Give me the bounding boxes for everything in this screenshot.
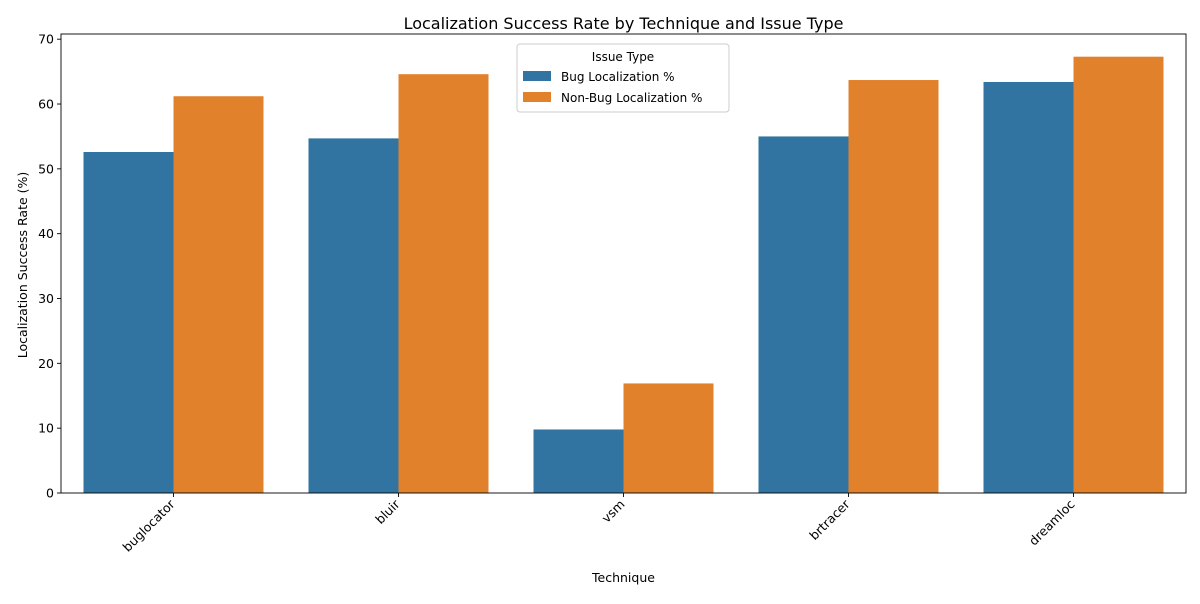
y-axis-label: Localization Success Rate (%) — [15, 172, 30, 359]
legend: Issue Type Bug Localization % Non-Bug Lo… — [516, 43, 730, 113]
chart-title: Localization Success Rate by Technique a… — [404, 14, 844, 33]
y-tick-label: 10 — [38, 421, 54, 436]
bar-buglocator-series-2 — [173, 96, 264, 494]
bar-dreamloc-series-1 — [983, 81, 1074, 493]
y-tick-label: 70 — [38, 32, 54, 47]
x-axis-label: Technique — [591, 570, 655, 585]
x-tick-label-vsm: vsm — [599, 497, 628, 526]
bar-brtracer-series-1 — [758, 136, 849, 493]
legend-label-bug: Bug Localization % — [561, 70, 675, 84]
y-tick-label: 20 — [38, 356, 54, 371]
legend-title: Issue Type — [592, 50, 654, 64]
x-tick-label-dreamloc: dreamloc — [1026, 496, 1078, 548]
x-tick-label-buglocator: buglocator — [120, 496, 179, 555]
legend-swatch-bug — [523, 71, 551, 81]
bar-bluir-series-1 — [308, 138, 399, 493]
y-tick-label: 30 — [38, 291, 54, 306]
bar-brtracer-series-2 — [848, 80, 939, 493]
y-tick-label: 50 — [38, 161, 54, 176]
y-tick-label: 0 — [46, 486, 54, 501]
bar-vsm-series-2 — [623, 383, 714, 493]
y-tick-label: 60 — [38, 97, 54, 112]
bar-buglocator-series-1 — [83, 151, 174, 494]
legend-label-non-bug: Non-Bug Localization % — [561, 91, 702, 105]
bar-vsm-series-1 — [533, 429, 624, 493]
x-tick-label-brtracer: brtracer — [806, 496, 853, 543]
y-tick-label: 40 — [38, 226, 54, 241]
bar-bluir-series-2 — [398, 74, 489, 493]
x-tick-label-bluir: bluir — [372, 496, 403, 527]
bar-dreamloc-series-2 — [1073, 56, 1164, 493]
legend-swatch-non-bug — [523, 92, 551, 102]
legend-frame — [516, 43, 730, 113]
